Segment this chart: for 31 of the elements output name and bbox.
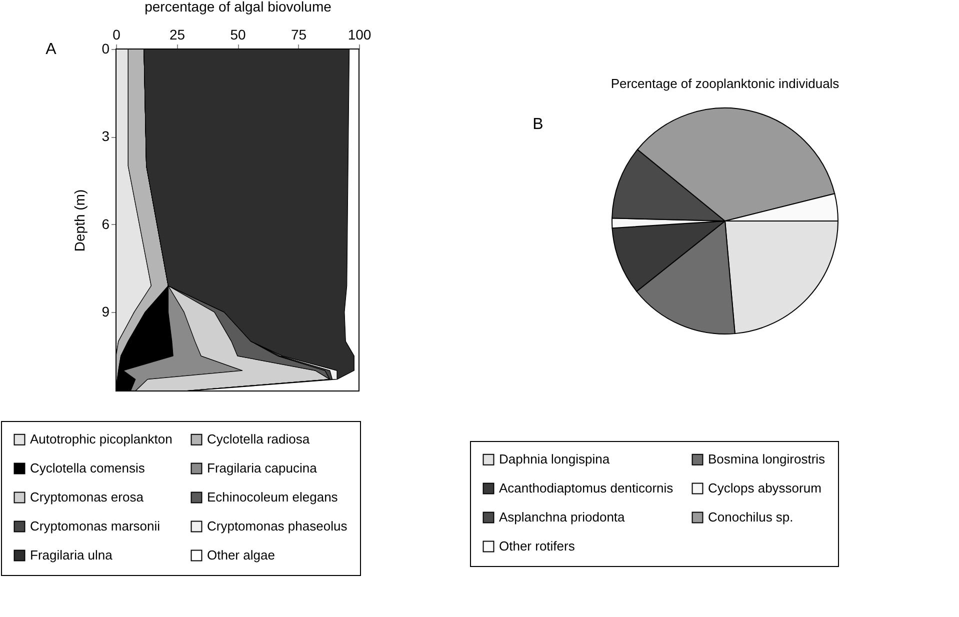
x-axis-title: percentage of algal biovolume (144, 0, 332, 14)
legend-label: Fragilaria capucina (207, 460, 318, 476)
legend-label: Echinocoleum elegans (207, 490, 338, 504)
legend-label: Cyclops abyssorum (708, 480, 822, 496)
legend-label: Cyclotella comensis (30, 460, 146, 476)
legend-label: Cyclotella radiosa (207, 432, 310, 447)
x-tick-label: 75 (290, 26, 307, 42)
legend-label: Cryptomonas marsonii (30, 518, 160, 534)
legend-label: Bosmina longirostris (708, 452, 826, 467)
legend-label: Other rotifers (499, 538, 576, 554)
y-tick-label: 6 (102, 216, 110, 232)
x-tick-label: 50 (230, 26, 246, 42)
x-tick-label: 100 (348, 26, 372, 42)
legend-label: Autotrophic picoplankton (30, 432, 172, 447)
legend-label: Acanthodiaptomus denticornis (499, 480, 674, 496)
legend-label: Cryptomonas phaseolus (207, 518, 348, 534)
y-tick-label: 3 (102, 128, 110, 144)
x-tick-label: 25 (169, 26, 186, 42)
legend-label: Daphnia longispina (499, 452, 610, 467)
text: B (532, 116, 544, 133)
y-tick-label: 0 (102, 40, 110, 56)
legend-label: Asplanchna priodonta (499, 510, 626, 524)
y-axis-title: Depth (m) (72, 189, 88, 252)
legend-label: Cryptomonas erosa (30, 490, 144, 504)
legend-label: Conochilus sp. (708, 510, 794, 524)
legend-label: Fragilaria ulna (30, 548, 114, 562)
y-tick-label: 9 (102, 304, 110, 320)
x-tick-label: 0 (112, 26, 121, 42)
legend-label: Other algae (207, 548, 275, 562)
text: A (46, 41, 57, 58)
chart-title: Percentage of zooplanktonic individuals (610, 76, 840, 91)
